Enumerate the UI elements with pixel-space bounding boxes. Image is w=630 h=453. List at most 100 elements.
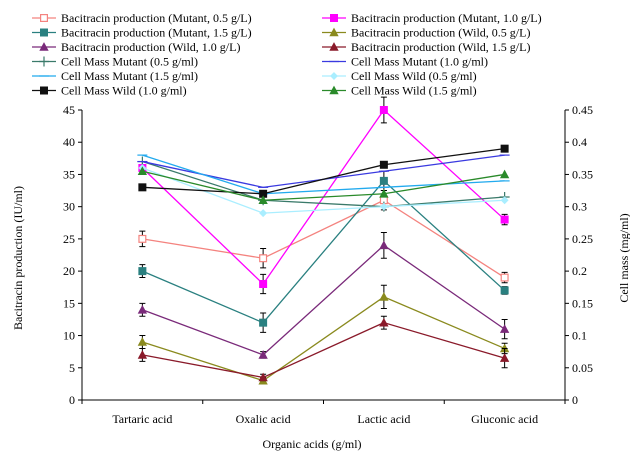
legend-item-4: Bacitracin production (Wild, 0.5 g/L) bbox=[322, 26, 530, 40]
data-point bbox=[499, 169, 510, 179]
legend-swatch-marker bbox=[39, 56, 49, 67]
series-5 bbox=[137, 231, 510, 359]
y2-tick-label: 0.4 bbox=[572, 135, 587, 149]
legend-item-1: Bacitracin production (Mutant, 0.5 g/L) bbox=[32, 11, 252, 25]
legend-swatch-marker bbox=[329, 85, 339, 95]
data-point bbox=[137, 304, 148, 314]
legend-swatch-marker bbox=[39, 42, 49, 51]
legend-swatch-marker bbox=[329, 27, 339, 37]
legend-item-7: Cell Mass Mutant (0.5 g/ml) bbox=[32, 55, 198, 69]
data-point bbox=[258, 195, 268, 205]
data-point bbox=[500, 273, 509, 282]
y2-tick-label: 0.2 bbox=[572, 264, 587, 278]
legend-label: Bacitracin production (Mutant, 1.0 g/L) bbox=[351, 11, 542, 25]
data-point bbox=[259, 209, 268, 218]
plot-area bbox=[137, 96, 510, 385]
data-point bbox=[379, 105, 388, 114]
data-point bbox=[500, 215, 509, 224]
series-11 bbox=[138, 144, 509, 198]
legend-label: Cell Mass Wild (0.5 g/ml) bbox=[351, 69, 477, 83]
series-4 bbox=[137, 284, 510, 385]
y2-tick-label: 0.1 bbox=[572, 329, 587, 343]
y-tick-label: 25 bbox=[63, 232, 75, 246]
legend-label: Bacitracin production (Wild, 1.5 g/L) bbox=[351, 40, 530, 54]
data-point bbox=[379, 202, 388, 211]
data-point bbox=[138, 234, 147, 243]
data-point bbox=[500, 196, 509, 205]
series-12 bbox=[137, 166, 510, 205]
data-point bbox=[258, 350, 268, 359]
y2-tick-label: 0.25 bbox=[572, 232, 593, 246]
legend-item-8: Cell Mass Mutant (1.0 g/ml) bbox=[322, 55, 488, 69]
series-1 bbox=[138, 190, 509, 284]
y2-tick-label: 0 bbox=[572, 393, 578, 407]
y-tick-label: 45 bbox=[63, 103, 75, 117]
legend-item-9: Cell Mass Mutant (1.5 g/ml) bbox=[32, 69, 198, 83]
legend-swatch-marker bbox=[39, 14, 48, 23]
legend-swatch-marker bbox=[39, 86, 48, 95]
legend: Bacitracin production (Mutant, 0.5 g/L) B… bbox=[32, 11, 542, 98]
series-line bbox=[142, 199, 505, 279]
data-point bbox=[138, 183, 147, 192]
data-point bbox=[499, 324, 510, 333]
series-2 bbox=[138, 96, 509, 295]
legend-label: Bacitracin production (Wild, 0.5 g/L) bbox=[351, 26, 530, 40]
data-point bbox=[379, 160, 388, 169]
y-tick-label: 15 bbox=[63, 296, 75, 310]
series-6 bbox=[137, 315, 510, 382]
data-point bbox=[500, 144, 509, 153]
series-line bbox=[142, 170, 505, 201]
x-tick-label: Oxalic acid bbox=[236, 412, 291, 426]
legend-label: Bacitracin production (Wild, 1.0 g/L) bbox=[61, 40, 240, 54]
data-point bbox=[259, 254, 268, 263]
legend-item-2: Bacitracin production (Mutant, 1.0 g/L) bbox=[322, 11, 542, 25]
data-point bbox=[379, 188, 389, 198]
y2-tick-label: 0.45 bbox=[572, 103, 593, 117]
data-point bbox=[379, 292, 389, 301]
y-axis-title: Bacitracin production (IU/ml) bbox=[11, 186, 25, 330]
legend-label: Cell Mass Wild (1.5 g/ml) bbox=[351, 84, 477, 98]
data-point bbox=[137, 350, 148, 359]
y-tick-label: 40 bbox=[63, 135, 75, 149]
data-point bbox=[379, 317, 389, 327]
x-tick-label: Gluconic acid bbox=[471, 412, 538, 426]
y-tick-label: 10 bbox=[63, 329, 75, 343]
x-tick-label: Tartaric acid bbox=[112, 412, 172, 426]
x-tick-label: Lactic acid bbox=[357, 412, 410, 426]
series-line bbox=[142, 296, 505, 382]
y-tick-label: 5 bbox=[69, 361, 75, 375]
x-axis-title: Organic acids (g/ml) bbox=[262, 437, 361, 451]
data-point bbox=[259, 318, 268, 327]
series-3 bbox=[138, 170, 509, 333]
legend-swatch-marker bbox=[39, 28, 48, 37]
legend-item-12: Cell Mass Wild (1.5 g/ml) bbox=[322, 84, 477, 98]
y-tick-label: 35 bbox=[63, 167, 75, 181]
legend-label: Cell Mass Mutant (1.0 g/ml) bbox=[351, 55, 488, 69]
y-tick-label: 0 bbox=[69, 393, 75, 407]
y-tick-label: 30 bbox=[63, 200, 75, 214]
y-tick-label: 20 bbox=[63, 264, 75, 278]
legend-swatch-marker bbox=[330, 72, 338, 80]
data-point bbox=[137, 166, 148, 176]
legend-item-11: Cell Mass Wild (1.0 g/ml) bbox=[32, 84, 187, 98]
data-point bbox=[137, 337, 148, 346]
data-point bbox=[379, 240, 389, 250]
y2-tick-label: 0.3 bbox=[572, 200, 587, 214]
y2-tick-label: 0.05 bbox=[572, 361, 593, 375]
series-line bbox=[142, 160, 505, 208]
legend-swatch-marker bbox=[329, 42, 339, 51]
legend-label: Bacitracin production (Mutant, 0.5 g/L) bbox=[61, 11, 252, 25]
data-point bbox=[499, 353, 510, 362]
data-point bbox=[138, 267, 147, 276]
data-point bbox=[258, 372, 268, 382]
y2-axis-title: Cell mass (mg/ml) bbox=[617, 213, 630, 302]
data-point bbox=[379, 176, 388, 185]
series-line bbox=[142, 179, 506, 324]
y2-tick-label: 0.15 bbox=[572, 296, 593, 310]
axes: 0 5 10 15 20 25 30 35 40 45 0 0.05 0.1 0.15 0.2 0.25 0.3… bbox=[63, 103, 593, 426]
legend-item-5: Bacitracin production (Wild, 1.0 g/L) bbox=[32, 40, 240, 54]
y2-tick-label: 0.35 bbox=[572, 167, 593, 181]
legend-label: Cell Mass Mutant (0.5 g/ml) bbox=[61, 55, 198, 69]
legend-item-3: Bacitracin production (Mutant, 1.5 g/L) bbox=[32, 26, 252, 40]
